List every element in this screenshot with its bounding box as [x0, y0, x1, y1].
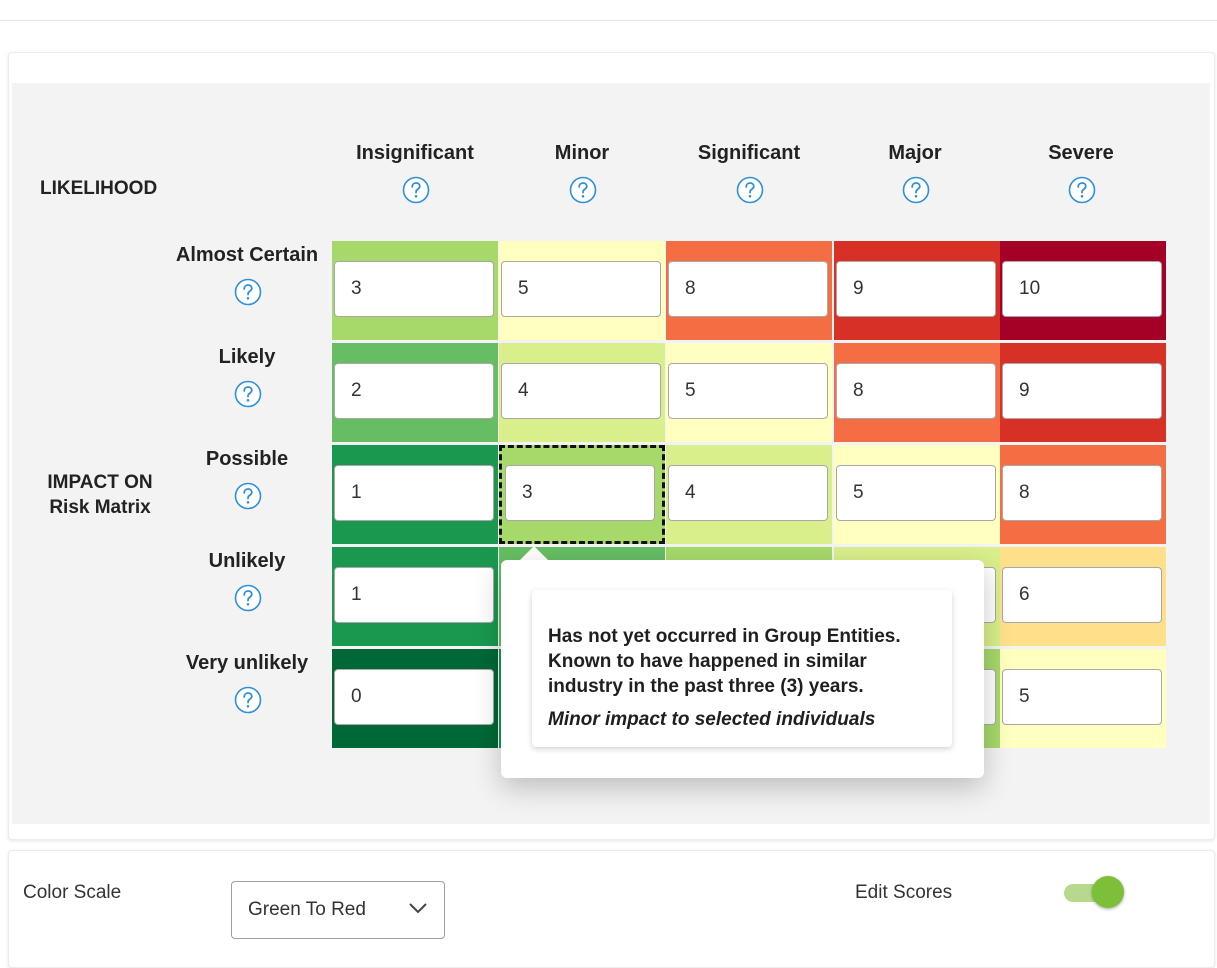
score-input[interactable]: 6 — [1002, 567, 1162, 623]
matrix-cell[interactable]: 10 — [1000, 241, 1166, 340]
top-divider — [0, 20, 1217, 21]
row-help-icon[interactable] — [234, 278, 262, 306]
settings-bar — [8, 850, 1215, 968]
matrix-cell[interactable]: 8 — [1000, 445, 1166, 544]
chevron-down-icon — [408, 901, 428, 920]
row-header-label: Very unlikely — [185, 652, 309, 674]
column-header-2: Significant — [666, 140, 832, 207]
impact-axis-label: IMPACT ON Risk Matrix — [30, 470, 170, 520]
likelihood-axis-label: LIKELIHOOD — [40, 178, 158, 199]
score-input[interactable]: 4 — [501, 363, 661, 419]
column-header-0: Insignificant — [332, 140, 498, 207]
score-input[interactable]: 1 — [334, 567, 494, 623]
popover-content: Has not yet occurred in Group Entities. … — [532, 590, 952, 747]
score-input[interactable]: 8 — [668, 261, 828, 317]
matrix-cell[interactable]: 2 — [332, 343, 498, 442]
row-help-icon[interactable] — [234, 686, 262, 714]
score-input[interactable]: 5 — [668, 363, 828, 419]
matrix-cell[interactable]: 6 — [1000, 547, 1166, 646]
score-input[interactable]: 3 — [334, 261, 494, 317]
score-input[interactable]: 3 — [505, 465, 655, 521]
matrix-cell[interactable]: 5 — [1000, 649, 1166, 748]
matrix-cell[interactable]: 8 — [666, 241, 832, 340]
row-help-icon[interactable] — [234, 482, 262, 510]
score-input[interactable]: 4 — [668, 465, 828, 521]
matrix-cell[interactable]: 5 — [666, 343, 832, 442]
row-header-1: Likely — [172, 344, 322, 411]
column-header-label: Severe — [1048, 142, 1114, 164]
column-help-icon[interactable] — [569, 176, 597, 204]
score-input[interactable]: 5 — [836, 465, 996, 521]
edit-scores-label: Edit Scores — [855, 882, 953, 903]
matrix-cell[interactable]: 9 — [1000, 343, 1166, 442]
column-header-4: Severe — [998, 140, 1164, 207]
row-header-label: Unlikely — [208, 550, 286, 572]
edit-scores-toggle[interactable] — [1062, 876, 1124, 910]
color-scale-select[interactable]: Green To Red — [231, 881, 445, 939]
score-input[interactable]: 9 — [836, 261, 996, 317]
impact-axis-label-line2: Risk Matrix — [49, 497, 151, 518]
column-header-label: Minor — [554, 142, 610, 164]
matrix-cell[interactable]: 5 — [834, 445, 1000, 544]
row-header-label: Possible — [205, 448, 289, 470]
matrix-cell[interactable]: 4 — [499, 343, 665, 442]
score-input[interactable]: 9 — [1002, 363, 1162, 419]
row-header-label: Likely — [218, 346, 276, 368]
row-help-icon[interactable] — [234, 584, 262, 612]
score-input[interactable]: 5 — [501, 261, 661, 317]
column-help-icon[interactable] — [902, 176, 930, 204]
popover-arrow — [520, 546, 548, 560]
column-help-icon[interactable] — [1068, 176, 1096, 204]
matrix-cell[interactable]: 1 — [332, 445, 498, 544]
matrix-cell[interactable]: 3 — [332, 241, 498, 340]
matrix-cell[interactable]: 5 — [499, 241, 665, 340]
matrix-cell[interactable]: 3 — [499, 445, 665, 544]
column-header-label: Insignificant — [356, 142, 474, 164]
score-input[interactable]: 10 — [1002, 261, 1162, 317]
column-header-1: Minor — [499, 140, 665, 207]
score-input[interactable]: 0 — [334, 669, 494, 725]
column-help-icon[interactable] — [402, 176, 430, 204]
row-header-3: Unlikely — [172, 548, 322, 615]
matrix-cell[interactable]: 9 — [834, 241, 1000, 340]
column-header-label: Major — [888, 142, 942, 164]
score-input[interactable]: 5 — [1002, 669, 1162, 725]
toggle-thumb — [1092, 876, 1124, 908]
column-help-icon[interactable] — [736, 176, 764, 204]
column-header-label: Significant — [697, 142, 801, 164]
row-header-2: Possible — [172, 446, 322, 513]
popover-impact-text: Minor impact to selected individuals — [548, 709, 876, 730]
popover-description: Has not yet occurred in Group Entities. … — [548, 626, 901, 697]
color-scale-label: Color Scale — [23, 882, 122, 903]
matrix-cell[interactable]: 0 — [332, 649, 498, 748]
score-input[interactable]: 8 — [1002, 465, 1162, 521]
score-input[interactable]: 8 — [836, 363, 996, 419]
matrix-cell[interactable]: 8 — [834, 343, 1000, 442]
score-input[interactable]: 1 — [334, 465, 494, 521]
column-header-3: Major — [832, 140, 998, 207]
matrix-cell[interactable]: 4 — [666, 445, 832, 544]
impact-axis-label-line1: IMPACT ON — [47, 472, 153, 493]
matrix-cell[interactable]: 1 — [332, 547, 498, 646]
score-input[interactable]: 2 — [334, 363, 494, 419]
row-help-icon[interactable] — [234, 380, 262, 408]
color-scale-select-value: Green To Red — [248, 899, 366, 920]
row-header-4: Very unlikely — [172, 650, 322, 717]
row-header-label: Almost Certain — [175, 244, 319, 266]
cell-description-popover: Has not yet occurred in Group Entities. … — [501, 560, 984, 778]
row-header-0: Almost Certain — [172, 242, 322, 309]
